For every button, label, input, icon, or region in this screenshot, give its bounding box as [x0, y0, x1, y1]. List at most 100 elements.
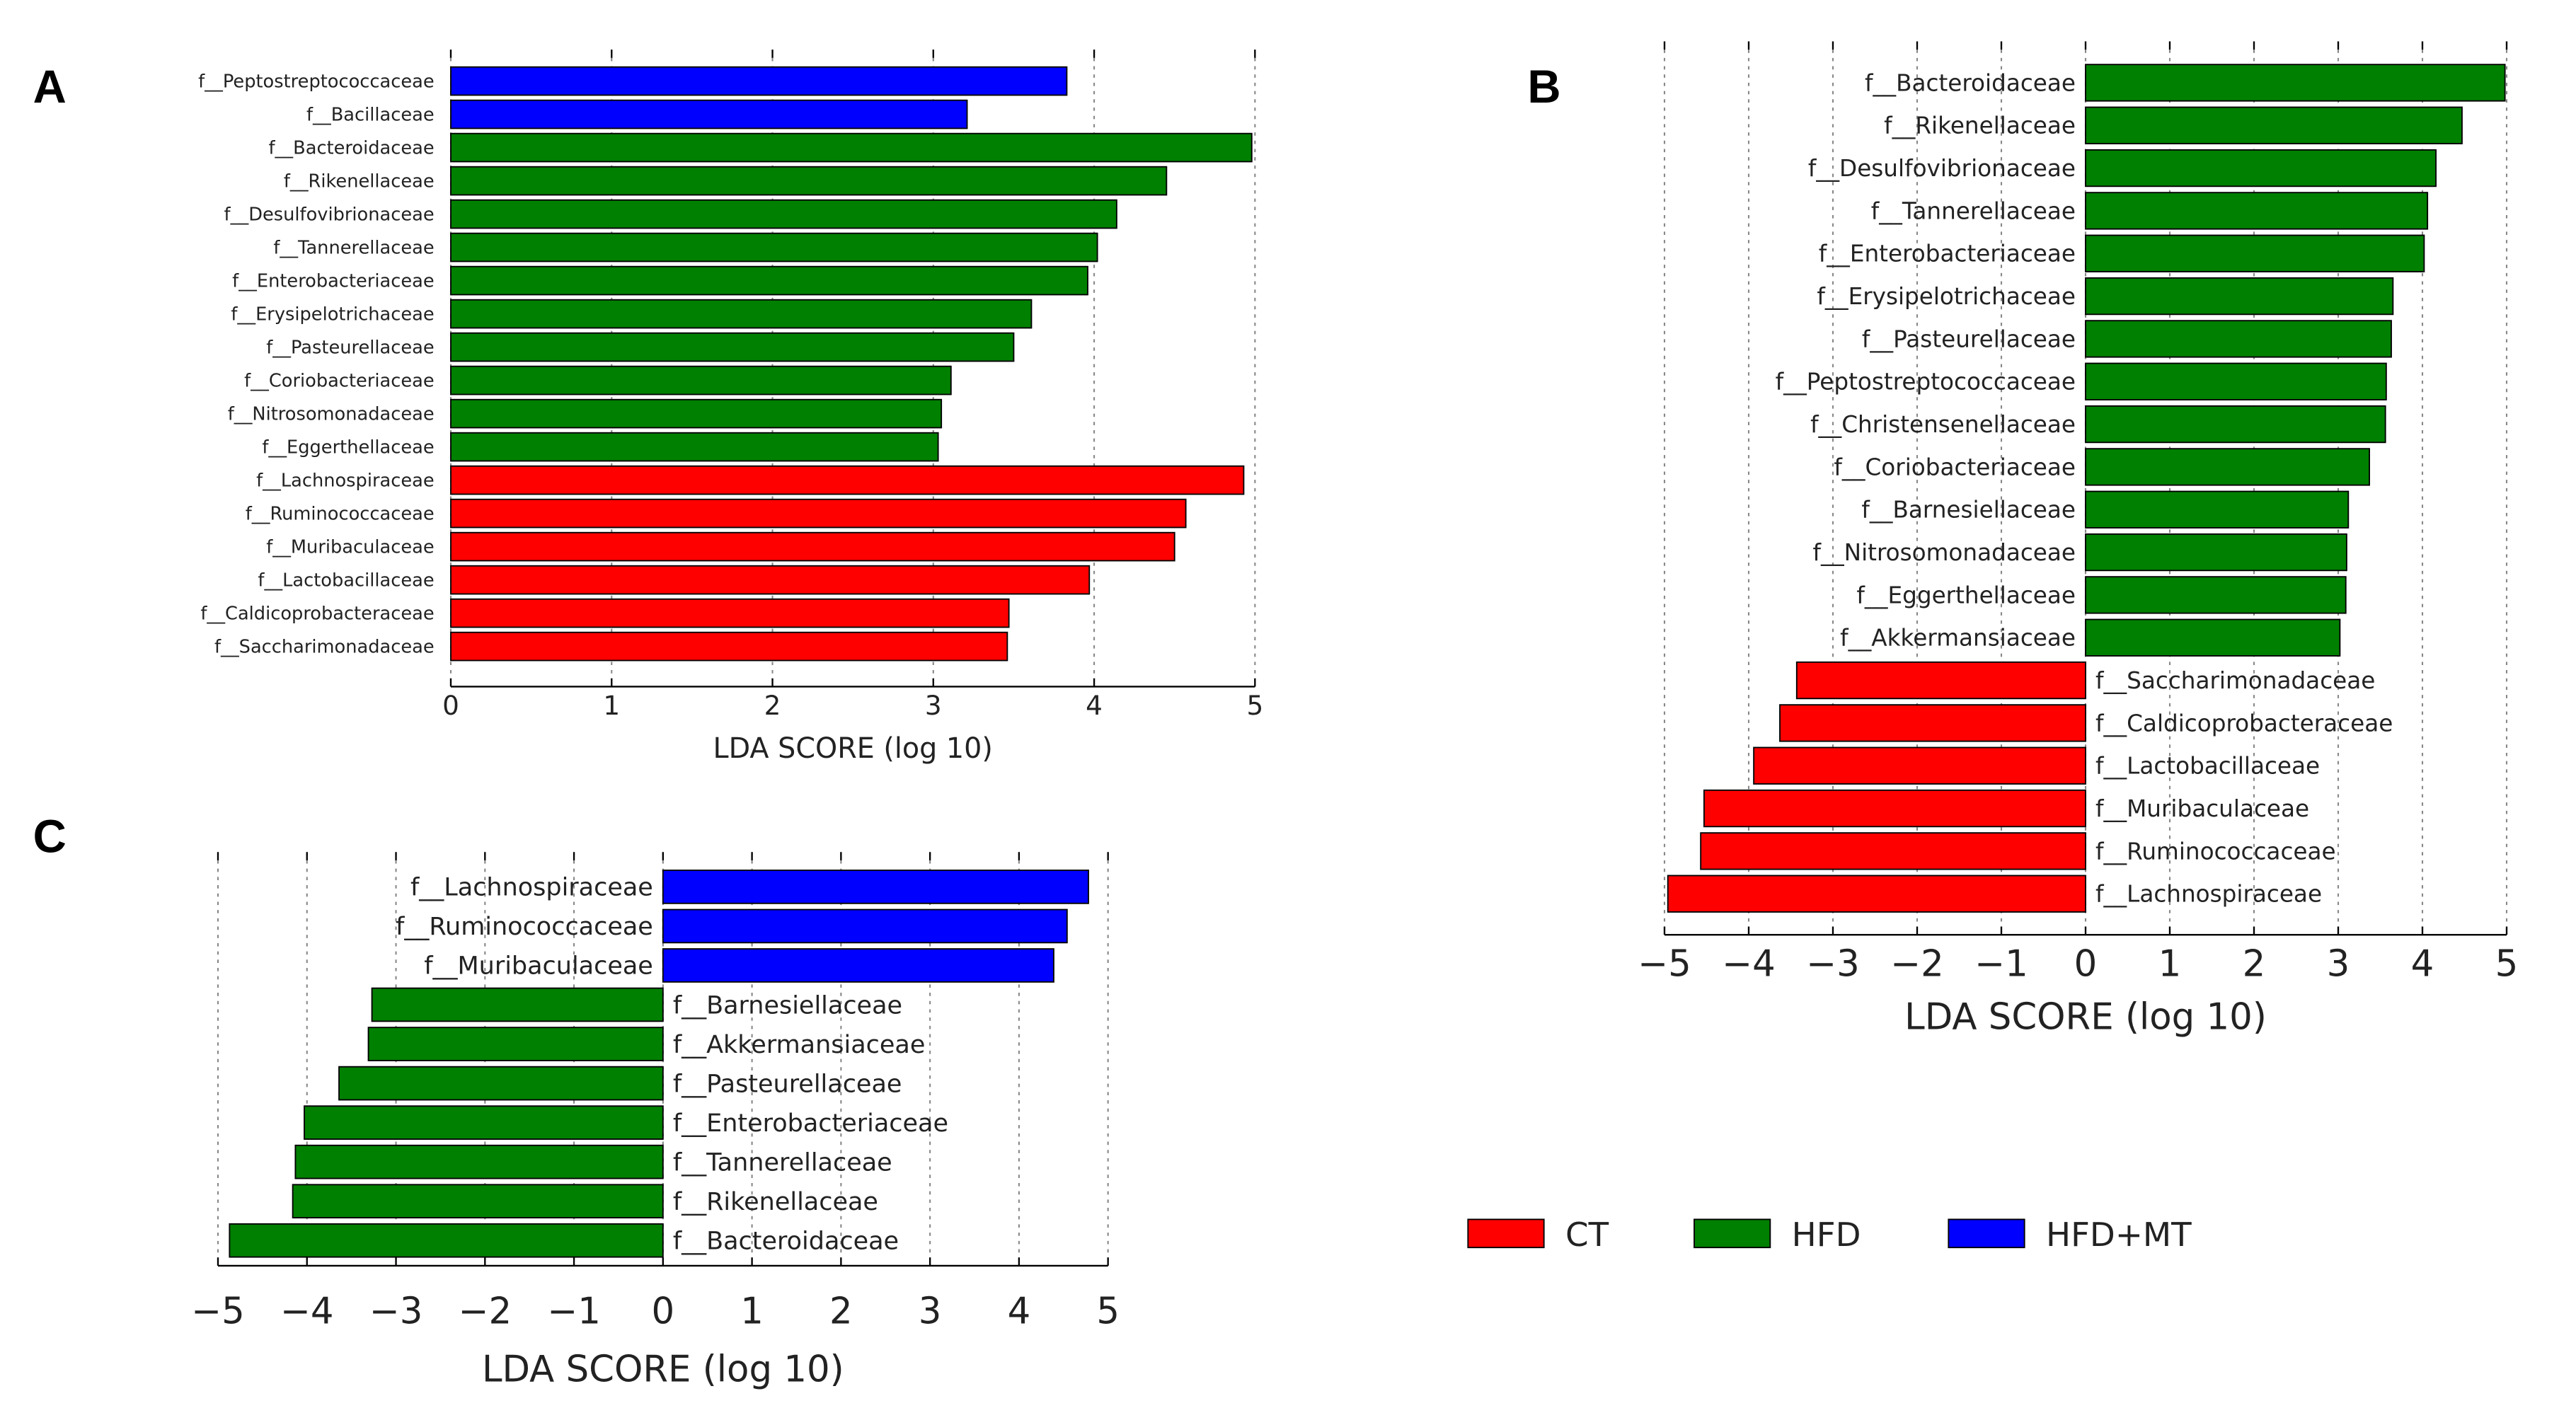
bar-label: f__Muribaculaceae — [266, 537, 434, 558]
bar-hfd — [371, 987, 664, 1022]
x-tick-label: −2 — [458, 1291, 512, 1333]
x-tick-label: 5 — [1246, 690, 1263, 721]
x-tick-label: 4 — [1008, 1291, 1031, 1333]
bar-hfd — [294, 1144, 664, 1179]
bar-label: f__Coriobacteriaceae — [1834, 454, 2076, 480]
legend-swatch-hfd — [1694, 1218, 1771, 1249]
bar-label: f__Saccharimonadaceae — [214, 637, 435, 658]
x-axis-label: LDA SCORE (log 10) — [482, 1349, 844, 1391]
bar-label: f__Pasteurellaceae — [673, 1069, 902, 1098]
legend-label: CT — [1565, 1216, 1609, 1254]
bar-label: f__Rikenellaceae — [284, 171, 435, 192]
bar-label: f__Nitrosomonadaceae — [1813, 539, 2076, 566]
bar-label: f__Coriobacteriaceae — [244, 371, 434, 392]
bar-ct — [450, 531, 1175, 562]
x-tick-label: −5 — [191, 1291, 245, 1333]
bar-ct — [1703, 789, 2086, 828]
bar-label: f__Erysipelotrichaceae — [231, 304, 434, 325]
legend-swatch-ct — [1467, 1218, 1545, 1249]
bar-hfdmt — [450, 99, 968, 129]
bar-label: f__Barnesiellaceae — [1861, 497, 2076, 524]
bar-label: f__Bacteroidaceae — [673, 1226, 899, 1255]
x-tick-label: −4 — [280, 1291, 334, 1333]
bar-label: f__Eggerthellaceae — [262, 437, 434, 458]
bar-label: f__Bacteroidaceae — [1865, 69, 2076, 96]
bar-label: f__Tannerellaceae — [273, 238, 434, 259]
bar-hfd — [2085, 448, 2370, 486]
x-tick-label: 4 — [1086, 690, 1103, 721]
x-tick-label: 1 — [2158, 943, 2182, 986]
bar-hfd — [450, 398, 943, 429]
legend: CT HFD HFD+MT — [1467, 1216, 2192, 1254]
bar-label: f__Bacillaceae — [306, 105, 435, 126]
x-tick-label: 4 — [2411, 943, 2434, 986]
bar-ct — [1667, 875, 2086, 913]
bar-hfd — [229, 1223, 664, 1258]
bar-label: f__Lactobacillaceae — [2095, 753, 2320, 780]
bar-hfd — [450, 332, 1015, 362]
x-tick-label: 0 — [2074, 943, 2098, 986]
bar-label: f__Christensenellaceae — [1810, 411, 2076, 438]
bar-hfd — [338, 1066, 664, 1101]
bar-label: f__Rikenellaceae — [1884, 112, 2076, 139]
bar-hfd — [2085, 149, 2437, 187]
bar-label: f__Nitrosomonadaceae — [228, 404, 435, 425]
bar-hfd — [2085, 234, 2425, 272]
x-tick-label: −3 — [369, 1291, 423, 1333]
bar-label: f__Desulfovibrionaceae — [224, 204, 435, 226]
bar-hfd — [450, 166, 1168, 196]
bar-hfd — [367, 1027, 664, 1061]
bar-hfd — [2085, 405, 2386, 444]
x-tick-label: 5 — [2495, 943, 2519, 986]
x-tick-label: −5 — [1638, 943, 1691, 986]
x-tick-label: −4 — [1722, 943, 1776, 986]
panel-b: B −5 −4 −3 −2 −1 0 1 2 3 4 5 LDA SCORE (log 10) f__B… — [1527, 41, 2519, 1039]
bar-label: f__Tannerellaceae — [673, 1148, 892, 1177]
x-axis-label: LDA SCORE (log 10) — [713, 732, 993, 765]
bar-hfd — [2085, 576, 2347, 614]
bar-label: f__Lactobacillaceae — [258, 570, 434, 592]
bar-label: f__Lachnospiraceae — [2095, 881, 2322, 908]
bar-hfd — [450, 232, 1098, 262]
bar-label: f__Erysipelotrichaceae — [1817, 283, 2076, 310]
x-tick-label: 2 — [2243, 943, 2266, 986]
bar-hfd — [2085, 106, 2463, 144]
bar-label: f__Tannerellaceae — [1871, 197, 2076, 224]
x-tick-label: 2 — [829, 1291, 853, 1333]
bar-ct — [450, 565, 1091, 595]
bar-hfd — [450, 432, 939, 462]
x-tick-label: −2 — [1890, 943, 1944, 986]
bar-hfd — [450, 299, 1033, 329]
x-tick-label: −1 — [1974, 943, 2028, 986]
x-tick-label: 5 — [1096, 1291, 1120, 1333]
bar-label: f__Lachnospiraceae — [410, 873, 653, 902]
bar-ct — [1795, 661, 2086, 700]
bar-label: f__Ruminococcaceae — [396, 912, 653, 941]
panel-letter-a: A — [33, 61, 67, 112]
x-axis-label: LDA SCORE (log 10) — [1904, 996, 2267, 1038]
bar-ct — [450, 498, 1187, 529]
legend-label: HFD+MT — [2046, 1216, 2192, 1254]
bar-hfd — [292, 1184, 664, 1219]
bar-label: f__Enterobacteriaceae — [673, 1109, 948, 1138]
bar-hfd — [304, 1105, 664, 1140]
x-tick-label: 3 — [2327, 943, 2350, 986]
bar-hfd — [2085, 277, 2394, 316]
bar-hfd — [450, 199, 1117, 229]
bar-hfd — [2085, 362, 2387, 400]
bar-label: f__Enterobacteriaceae — [1819, 241, 2076, 267]
bar-hfd — [450, 132, 1253, 163]
bar-label: f__Lachnospiraceae — [256, 471, 435, 492]
x-tick-label: 0 — [652, 1291, 675, 1333]
x-tick-label: 2 — [764, 690, 781, 721]
bar-hfd — [450, 265, 1088, 296]
bar-hfdmt — [662, 948, 1054, 983]
bar-label: f__Muribaculaceae — [424, 952, 653, 981]
bar-hfd — [450, 365, 952, 396]
bar-ct — [1753, 746, 2086, 785]
bar-label: f__Desulfovibrionaceae — [1808, 155, 2076, 182]
bar-hfd — [2085, 320, 2392, 358]
panel-a: A 0 1 2 3 4 5 LDA SCORE (log 10) f__Peptostrept… — [33, 50, 1263, 765]
bar-label: f__Caldicoprobacteraceae — [200, 604, 434, 625]
